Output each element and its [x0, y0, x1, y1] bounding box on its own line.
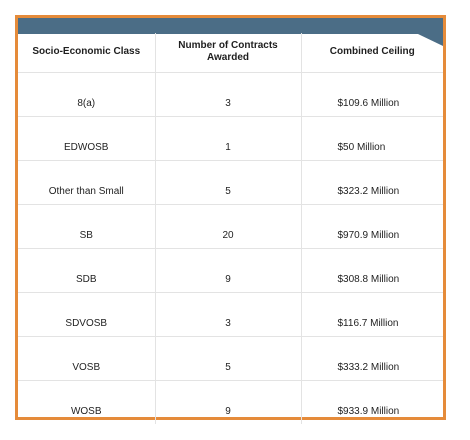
table-row: VOSB 5 $333.2 Million: [18, 335, 443, 381]
cell-contracts: 20: [154, 203, 302, 249]
cell-ceiling: $323.2 Million: [300, 159, 443, 205]
cell-class: SB: [18, 203, 156, 249]
cell-class: SDVOSB: [18, 291, 156, 337]
table-row: SDB 9 $308.8 Million: [18, 247, 443, 293]
cell-class: Other than Small: [18, 159, 156, 205]
cell-contracts: 3: [154, 291, 302, 337]
header-socio-economic-class: Socio-Economic Class: [18, 33, 156, 73]
cell-contracts: 5: [154, 159, 302, 205]
cell-contracts: 9: [154, 379, 302, 424]
cell-ceiling: $970.9 Million: [300, 203, 443, 249]
cell-class: WOSB: [18, 379, 156, 424]
cell-class: EDWOSB: [18, 115, 156, 161]
cell-ceiling: $50 Million: [300, 115, 443, 161]
table-row: WOSB 9 $933.9 Million: [18, 379, 443, 424]
cell-ceiling: $308.8 Million: [300, 247, 443, 293]
table-row: SDVOSB 3 $116.7 Million: [18, 291, 443, 337]
cell-contracts: 3: [154, 71, 302, 117]
table-row: Other than Small 5 $323.2 Million: [18, 159, 443, 205]
cell-class: VOSB: [18, 335, 156, 381]
table-frame: Socio-Economic Class Number of Contracts…: [15, 15, 446, 424]
table-row: SB 20 $970.9 Million: [18, 203, 443, 249]
cell-ceiling: $933.9 Million: [300, 379, 443, 424]
cell-ceiling: $116.7 Million: [300, 291, 443, 337]
cell-class: SDB: [18, 247, 156, 293]
cell-contracts: 5: [154, 335, 302, 381]
header-number-of-contracts: Number of Contracts Awarded: [154, 33, 302, 73]
header-combined-ceiling: Combined Ceiling: [300, 33, 443, 73]
cell-contracts: 9: [154, 247, 302, 293]
table-row: 8(a) 3 $109.6 Million: [18, 71, 443, 117]
cell-ceiling: $109.6 Million: [300, 71, 443, 117]
cell-ceiling: $333.2 Million: [300, 335, 443, 381]
cell-class: 8(a): [18, 71, 156, 117]
cell-contracts: 1: [154, 115, 302, 161]
table-header-row: Socio-Economic Class Number of Contracts…: [18, 33, 443, 73]
table-row: EDWOSB 1 $50 Million: [18, 115, 443, 161]
contracts-table: Socio-Economic Class Number of Contracts…: [18, 33, 443, 424]
